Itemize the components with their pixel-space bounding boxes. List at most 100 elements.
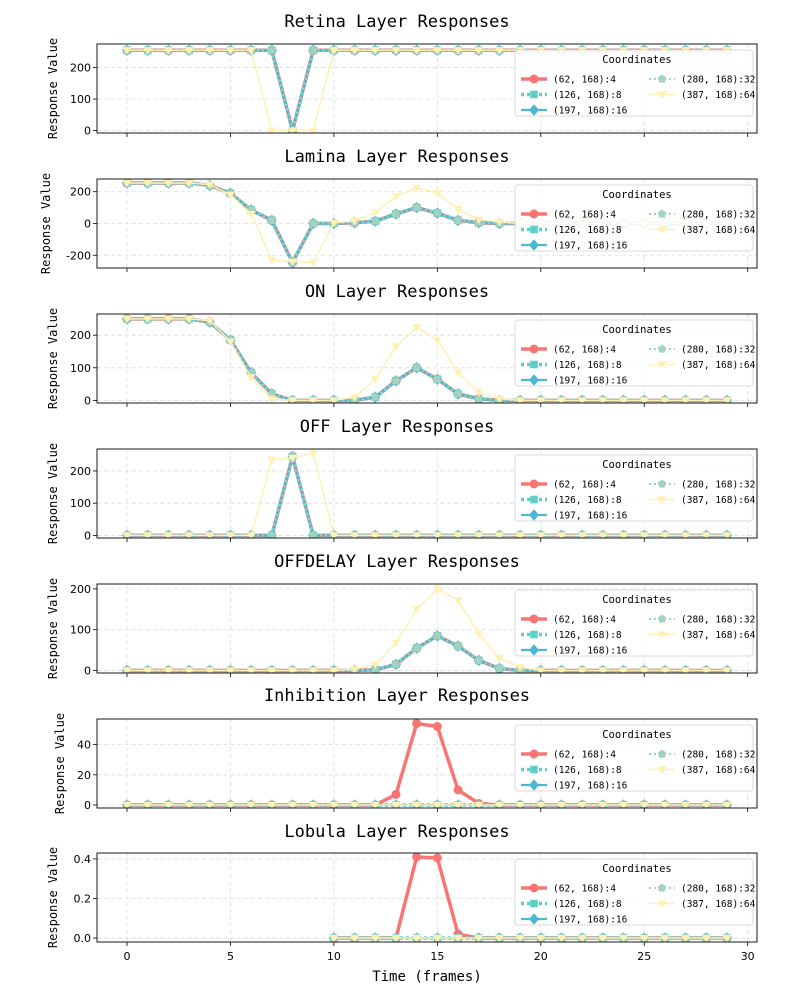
data-point bbox=[515, 801, 525, 808]
legend-marker bbox=[530, 899, 538, 908]
legend-marker bbox=[529, 614, 539, 624]
data-point bbox=[722, 397, 732, 403]
data-point bbox=[453, 215, 463, 224]
data-point bbox=[225, 47, 235, 55]
data-point bbox=[391, 532, 401, 538]
y-axis-label: Response Value bbox=[46, 847, 60, 948]
data-point bbox=[598, 667, 608, 673]
data-point bbox=[474, 801, 484, 808]
legend-marker bbox=[657, 496, 667, 504]
data-point bbox=[556, 667, 566, 673]
data-point bbox=[184, 667, 194, 673]
y-axis-label: Response Value bbox=[39, 173, 53, 274]
data-point bbox=[639, 934, 649, 942]
data-point bbox=[308, 127, 318, 133]
series-group bbox=[122, 450, 732, 538]
legend-label: (387, 168):64 bbox=[681, 495, 756, 506]
data-point bbox=[639, 532, 649, 538]
chart-title: Inhibition Layer Responses bbox=[264, 686, 530, 706]
data-point bbox=[350, 666, 360, 673]
y-tick-label: 40 bbox=[77, 739, 91, 752]
data-point bbox=[370, 209, 380, 217]
chart-panel-7: 0.0 0.2 0.4 Lobula Layer Responses Response … bbox=[46, 822, 758, 985]
data-point bbox=[453, 785, 463, 795]
legend-title: Coordinates bbox=[602, 189, 672, 201]
legend-label: (126, 168):8 bbox=[553, 765, 622, 776]
legend-marker bbox=[530, 765, 538, 774]
legend-label: (197, 168):16 bbox=[553, 646, 628, 657]
data-point bbox=[660, 667, 670, 673]
y-tick-label: -200 bbox=[66, 249, 91, 262]
legend-label: (280, 168):32 bbox=[681, 884, 755, 895]
data-point bbox=[515, 397, 525, 403]
legend-label: (197, 168):16 bbox=[553, 241, 628, 252]
chart-panel-4: 0 100 200 OFF Layer Responses Response Value… bbox=[46, 417, 758, 544]
data-point bbox=[412, 934, 422, 942]
data-point bbox=[681, 397, 691, 403]
data-point bbox=[370, 661, 380, 669]
data-point bbox=[350, 532, 360, 538]
data-point bbox=[163, 47, 173, 55]
y-axis-label: Response Value bbox=[46, 578, 60, 679]
data-point bbox=[494, 395, 504, 403]
data-point bbox=[225, 801, 235, 808]
legend-box bbox=[514, 184, 754, 252]
axes-frame bbox=[96, 718, 758, 809]
data-point bbox=[370, 532, 380, 538]
y-tick-label: 200 bbox=[70, 186, 91, 199]
legend-marker bbox=[657, 900, 667, 908]
data-point bbox=[205, 47, 215, 55]
chart-title: Lobula Layer Responses bbox=[284, 822, 509, 842]
data-point bbox=[267, 395, 277, 403]
data-point bbox=[329, 667, 339, 673]
data-point bbox=[267, 801, 277, 808]
legend-label: (126, 168):8 bbox=[553, 360, 622, 371]
data-point bbox=[412, 363, 421, 372]
data-point bbox=[184, 532, 194, 538]
legend-title: Coordinates bbox=[602, 459, 672, 471]
data-point bbox=[288, 258, 298, 267]
legend-label: (126, 168):8 bbox=[553, 899, 622, 910]
data-point bbox=[536, 397, 546, 403]
series-line-5 bbox=[127, 318, 727, 402]
legend-label: (126, 168):8 bbox=[553, 90, 622, 101]
data-point bbox=[205, 532, 215, 538]
data-point bbox=[225, 667, 235, 673]
legend-marker bbox=[529, 344, 539, 354]
data-point bbox=[432, 853, 442, 863]
legend-marker bbox=[657, 479, 667, 488]
legend: Coordinates (62, 168):4 (126, 168):8 (197, … bbox=[514, 858, 756, 926]
y-tick-label: 0 bbox=[84, 529, 91, 542]
legend-title: Coordinates bbox=[602, 729, 672, 741]
data-point bbox=[391, 47, 401, 55]
legend-box bbox=[514, 858, 754, 926]
data-point bbox=[163, 315, 173, 324]
data-point bbox=[494, 47, 504, 55]
y-tick-label: 200 bbox=[70, 329, 91, 342]
data-point bbox=[143, 532, 153, 538]
data-point bbox=[598, 532, 608, 538]
legend-label: (280, 168):32 bbox=[681, 210, 755, 221]
data-point bbox=[474, 934, 484, 942]
legend-box bbox=[514, 319, 754, 387]
data-point bbox=[412, 323, 422, 332]
data-point bbox=[722, 934, 732, 942]
data-point bbox=[453, 597, 463, 605]
legend-marker bbox=[529, 913, 539, 925]
y-tick-label: 200 bbox=[70, 465, 91, 478]
legend-marker bbox=[657, 344, 667, 353]
data-point bbox=[370, 801, 380, 808]
data-point bbox=[639, 801, 649, 808]
data-point bbox=[433, 208, 442, 217]
data-point bbox=[515, 532, 525, 538]
data-point bbox=[453, 389, 463, 398]
data-point bbox=[122, 315, 132, 324]
legend-label: (387, 168):64 bbox=[681, 899, 756, 910]
data-point bbox=[701, 532, 711, 538]
chart-panel-1: 0 100 200 Retina Layer Responses Response Va… bbox=[46, 12, 758, 139]
legend-marker bbox=[657, 883, 667, 892]
legend-box bbox=[514, 724, 754, 792]
data-point bbox=[225, 191, 235, 200]
axes-frame bbox=[96, 178, 758, 269]
legend-marker bbox=[657, 209, 667, 218]
